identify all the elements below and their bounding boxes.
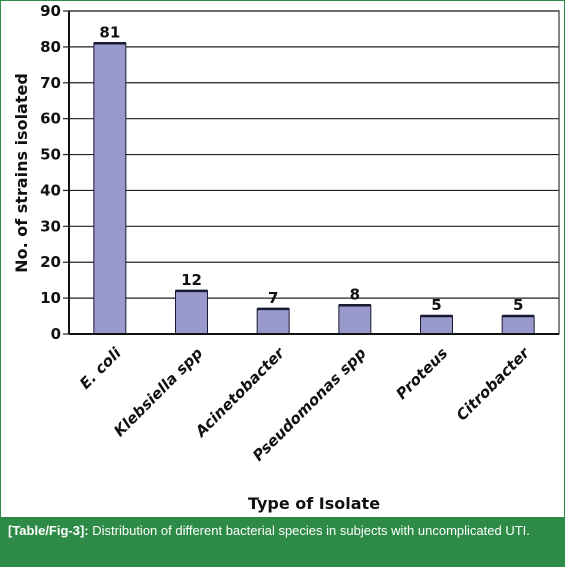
bar <box>501 315 535 335</box>
data-label: 5 <box>431 296 441 314</box>
y-tick-label: 60 <box>40 110 61 128</box>
x-category-label: Citrobacter <box>453 343 534 424</box>
y-tick-label: 30 <box>40 217 61 235</box>
caption-label: [Table/Fig-3]: <box>8 523 89 538</box>
gridlines <box>69 10 559 299</box>
y-tick-label: 80 <box>40 38 61 56</box>
x-axis-title: Type of Isolate <box>248 494 380 513</box>
bars <box>93 42 535 335</box>
x-category-label: Proteus <box>393 344 452 403</box>
y-tick-label: 50 <box>40 146 61 164</box>
plot-area-border <box>68 10 560 335</box>
data-labels: 81 12 7 8 5 5 <box>99 23 523 314</box>
bar <box>338 304 372 335</box>
axes <box>63 10 560 335</box>
caption-text: Distribution of different bacterial spec… <box>88 523 530 538</box>
data-label: 5 <box>513 296 523 314</box>
y-tick-label: 20 <box>40 253 61 271</box>
x-category-label: E. coli <box>76 344 125 393</box>
data-label: 7 <box>268 289 278 307</box>
y-tick-label: 10 <box>40 289 61 307</box>
data-label: 8 <box>350 285 360 303</box>
y-tick-labels: 0 10 20 30 40 50 60 70 80 90 <box>40 2 61 343</box>
bar <box>420 315 453 335</box>
y-axis-title: No. of strains isolated <box>12 73 31 273</box>
x-category-label: Klebsiella spp <box>110 344 206 440</box>
bar <box>175 290 208 335</box>
y-tick-label: 0 <box>51 325 61 343</box>
y-tick-label: 40 <box>40 181 61 199</box>
figure-caption: [Table/Fig-3]: Distribution of different… <box>0 517 565 567</box>
data-label: 81 <box>99 23 120 41</box>
data-label: 12 <box>181 271 202 289</box>
bar <box>93 42 127 335</box>
bar <box>256 308 290 335</box>
y-tick-label: 90 <box>40 2 61 20</box>
y-tick-label: 70 <box>40 74 61 92</box>
